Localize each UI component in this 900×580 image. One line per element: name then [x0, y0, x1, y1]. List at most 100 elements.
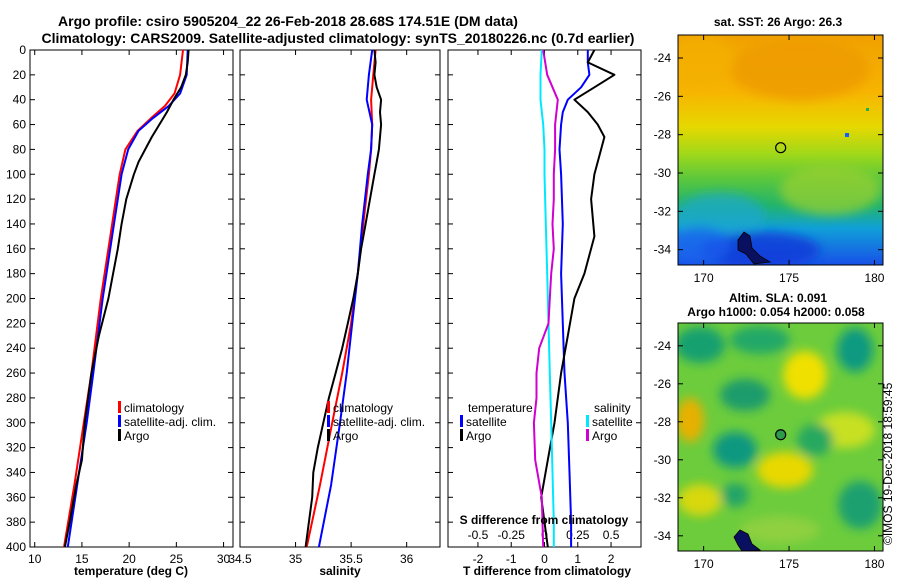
s-tick-label: -0.25: [498, 528, 526, 542]
argo-location-marker: [775, 429, 787, 441]
legend-label-argo: Argo: [124, 429, 150, 443]
x-tick-label: 25: [170, 552, 184, 566]
depth-tick-label: 400: [6, 540, 26, 554]
series-line-argo: [304, 49, 383, 548]
t-difference-axis-ticks: -2 -1 0 1 2: [473, 50, 615, 566]
altim-lat-ticks: -24 -26 -28 -30 -32 -34: [654, 339, 883, 543]
difference-series: [532, 49, 616, 548]
salinity-series: [304, 49, 383, 548]
depth-tick-label: 320: [6, 441, 26, 455]
depth-tick-label: 380: [6, 515, 26, 529]
legend-swatch-t-argo: [460, 429, 463, 441]
legend-label-t-satellite: satellite: [466, 415, 507, 429]
depth-axis-ticks: 0 20 40 60 80 100 120 140 160 180 200 220 240 260 280 3…: [6, 43, 233, 554]
lon-tick-label: 170: [694, 557, 714, 571]
imos-credit: ©IMOS 19-Dec-2018 18:59:45: [881, 382, 895, 545]
depth-tick-label: 140: [6, 217, 26, 231]
series-line-satellite-adj-clim-: [317, 49, 374, 548]
x-tick-label: -1: [506, 552, 517, 566]
legend-label-climatology: climatology: [333, 401, 393, 415]
legend-title-temperature: temperature: [468, 401, 533, 415]
lat-tick-label: -28: [654, 415, 672, 429]
lon-tick-label: 180: [864, 557, 884, 571]
altim-map-title-line1: Altim. SLA: 0.091: [729, 291, 827, 305]
s-tick-label: 0.5: [603, 528, 620, 542]
x-tick-label: 15: [75, 552, 89, 566]
sst-map-title: sat. SST: 26 Argo: 26.3: [714, 15, 843, 29]
legend-label-satellite: satellite-adj. clim.: [124, 415, 216, 429]
lat-tick-label: -32: [654, 204, 672, 218]
depth-tick-label: 180: [6, 267, 26, 281]
depth-tick-label: 360: [6, 490, 26, 504]
depth-tick-label: 40: [13, 93, 27, 107]
legend-swatch-argo: [118, 429, 121, 441]
difference-legend-salinity: salinity satellite Argo: [586, 401, 633, 443]
s-tick-label: -0.5: [468, 528, 489, 542]
x-tick-label: 35.5: [339, 552, 363, 566]
legend-swatch-climatology: [118, 401, 121, 413]
x-tick-label: 10: [28, 552, 42, 566]
salinity-axis-label: salinity: [319, 564, 361, 578]
x-tick-label: 34.5: [228, 552, 252, 566]
salinity-depth-ticks: [240, 49, 440, 548]
series-line-satellite-adj-clim-: [66, 49, 189, 548]
legend-title-salinity: salinity: [594, 401, 631, 415]
series-line-salinity-argo: [532, 49, 559, 548]
legend-label-climatology: climatology: [124, 401, 184, 415]
figure-title-line1: Argo profile: csiro 5905204_22 26-Feb-20…: [58, 13, 518, 29]
lat-tick-label: -28: [654, 128, 672, 142]
depth-tick-label: 80: [13, 142, 27, 156]
lat-tick-label: -26: [654, 377, 672, 391]
t-difference-axis-label: T difference from climatology: [463, 564, 631, 578]
coastline: [737, 231, 772, 265]
x-tick-label: 20: [122, 552, 136, 566]
s-difference-axis-label: S difference from climatology: [460, 513, 629, 527]
temperature-axis-label: temperature (deg C): [74, 564, 188, 578]
depth-tick-label: 300: [6, 416, 26, 430]
salinity-plot-frame: [239, 49, 441, 548]
depth-tick-label: 260: [6, 366, 26, 380]
series-line-salinity-satellite: [539, 49, 555, 547]
temperature-plot-frame: [29, 49, 234, 548]
sst-lon-ticks: 170 175 180: [694, 35, 885, 285]
lat-tick-label: -32: [654, 491, 672, 505]
legend-swatch-s-satellite: [586, 415, 589, 427]
s-tick-label: 0: [541, 528, 548, 542]
legend-label-argo: Argo: [333, 429, 359, 443]
depth-tick-label: 100: [6, 167, 26, 181]
depth-tick-label: 120: [6, 192, 26, 206]
altim-map-frame: [677, 322, 884, 552]
depth-tick-label: 280: [6, 391, 26, 405]
sst-lat-ticks: -24 -26 -28 -30 -32 -34: [654, 51, 883, 257]
legend-swatch-s-argo: [586, 429, 589, 441]
altim-lon-ticks: 170 175 180: [694, 323, 885, 571]
legend-swatch-satellite: [118, 415, 121, 427]
temperature-series: [63, 49, 190, 548]
legend-label-t-argo: Argo: [466, 429, 492, 443]
depth-tick-label: 240: [6, 341, 26, 355]
lat-tick-label: -30: [654, 453, 672, 467]
difference-depth-ticks: [448, 49, 641, 548]
series-line-argo: [63, 49, 190, 548]
temperature-legend: climatology satellite-adj. clim. Argo: [118, 401, 216, 443]
lon-tick-label: 180: [864, 271, 884, 285]
x-tick-label: 1: [574, 552, 581, 566]
depth-tick-label: 160: [6, 242, 26, 256]
lat-tick-label: -30: [654, 166, 672, 180]
legend-swatch-climatology: [327, 401, 330, 413]
sst-map: sat. SST: 26 Argo: 26.3 -24-26-28-30-32-…: [654, 15, 885, 285]
lat-tick-label: -34: [654, 529, 672, 543]
x-tick-label: 0: [541, 552, 548, 566]
lon-tick-label: 175: [779, 557, 799, 571]
series-line-temperature-satellite: [558, 50, 591, 547]
x-tick-label: -2: [473, 552, 484, 566]
salinity-panel: 34.5 35 35.5 36 salinity climatology satell…: [228, 49, 441, 578]
lat-tick-label: -24: [654, 51, 672, 65]
series-line-temperature-argo: [540, 49, 616, 548]
legend-swatch-satellite: [327, 415, 330, 427]
x-tick-label: 2: [608, 552, 615, 566]
temperature-axis-ticks: 10 15 20 25 30: [28, 50, 231, 566]
legend-swatch-t-satellite: [460, 415, 463, 427]
legend-swatch-argo: [327, 429, 330, 441]
